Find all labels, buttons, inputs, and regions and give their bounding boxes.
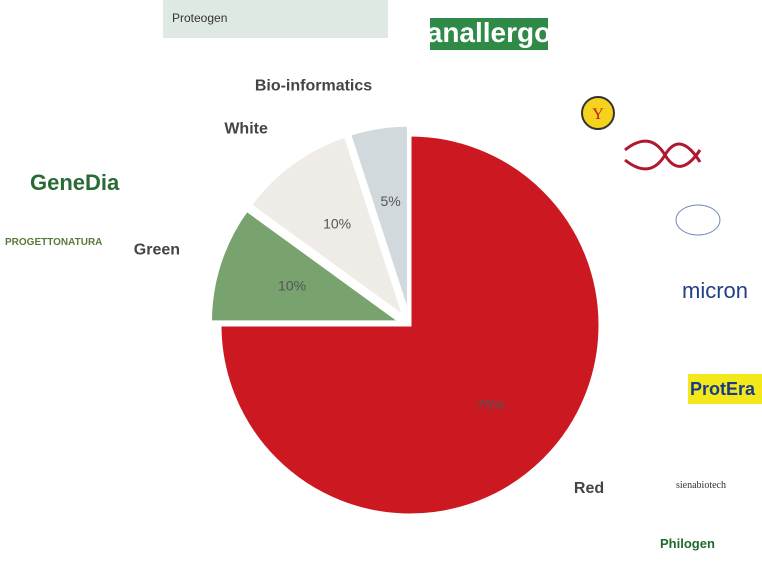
value-label: 10% xyxy=(323,215,351,231)
value-label: 10% xyxy=(278,277,306,293)
logo-shape xyxy=(675,204,721,236)
logo: anallergo xyxy=(427,17,551,48)
pie-slice xyxy=(347,123,410,316)
logos: Proteogen anallergo Y GeneDia PROGETTONA… xyxy=(5,0,762,551)
logo: sienabiotech xyxy=(676,480,726,491)
logo: Y xyxy=(592,106,604,123)
logo: micron xyxy=(682,278,748,303)
logo-box xyxy=(688,374,762,404)
category-label: Bio-informatics xyxy=(255,77,372,94)
logo-box xyxy=(581,96,615,130)
logo: Philogen xyxy=(660,536,715,551)
category-label: Red xyxy=(574,480,604,497)
logo-shape xyxy=(624,139,702,171)
logo: Proteogen xyxy=(172,11,227,25)
logo: GeneDia xyxy=(30,170,120,195)
logo: ProtEra xyxy=(690,379,756,399)
pie-slice xyxy=(218,133,602,517)
pie-slice xyxy=(248,134,407,321)
category-label: White xyxy=(224,121,268,138)
value-label: 75% xyxy=(477,396,505,412)
value-label: 5% xyxy=(380,193,400,209)
logo: PROGETTONATURA xyxy=(5,237,102,248)
logo-box xyxy=(430,18,548,50)
category-label: Green xyxy=(134,241,180,258)
pie-slice xyxy=(208,208,406,324)
logo-box xyxy=(163,0,388,38)
